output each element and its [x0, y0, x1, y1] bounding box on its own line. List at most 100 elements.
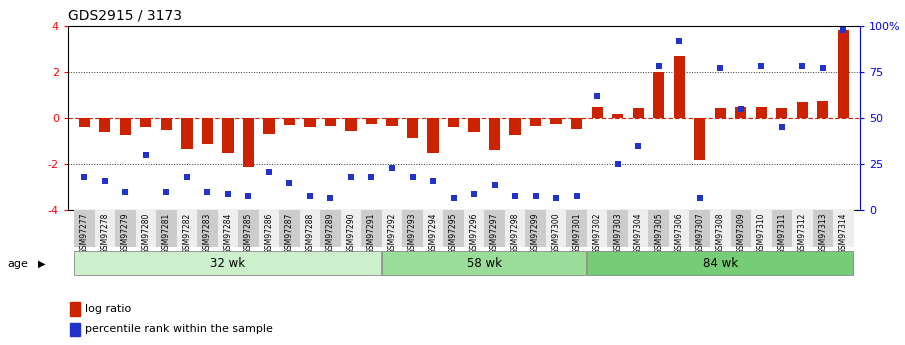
- Point: [836, 27, 851, 32]
- Bar: [361, 210, 382, 247]
- Bar: [366, 118, 377, 124]
- Bar: [505, 210, 526, 247]
- Bar: [649, 210, 669, 247]
- FancyBboxPatch shape: [74, 251, 381, 275]
- Point: [692, 195, 707, 200]
- Text: GSM97283: GSM97283: [203, 212, 212, 254]
- Point: [569, 193, 584, 198]
- Text: GSM97305: GSM97305: [654, 212, 663, 254]
- Bar: [320, 210, 340, 247]
- Text: 58 wk: 58 wk: [467, 257, 502, 269]
- Text: GSM97298: GSM97298: [510, 212, 519, 254]
- Point: [200, 189, 214, 195]
- Text: GSM97278: GSM97278: [100, 212, 110, 254]
- Bar: [817, 101, 828, 118]
- Bar: [526, 210, 546, 247]
- Point: [508, 193, 522, 198]
- Bar: [484, 210, 505, 247]
- Bar: [730, 210, 751, 247]
- Text: GSM97295: GSM97295: [449, 212, 458, 254]
- Point: [364, 175, 378, 180]
- Bar: [423, 210, 443, 247]
- Bar: [628, 210, 649, 247]
- Bar: [340, 210, 361, 247]
- Text: log ratio: log ratio: [85, 304, 131, 314]
- Bar: [346, 118, 357, 131]
- Text: GSM97313: GSM97313: [818, 212, 827, 254]
- Text: GDS2915 / 3173: GDS2915 / 3173: [68, 9, 182, 23]
- Bar: [735, 107, 747, 118]
- Point: [631, 143, 645, 149]
- Point: [282, 180, 297, 186]
- Point: [611, 161, 625, 167]
- Bar: [284, 118, 295, 125]
- Text: GSM97292: GSM97292: [387, 212, 396, 254]
- FancyBboxPatch shape: [382, 251, 586, 275]
- Bar: [74, 210, 94, 247]
- Bar: [669, 210, 690, 247]
- Point: [344, 175, 358, 180]
- Point: [385, 165, 399, 171]
- Bar: [217, 210, 238, 247]
- Bar: [202, 118, 213, 144]
- Bar: [243, 118, 254, 167]
- Point: [425, 178, 440, 184]
- Text: GSM97302: GSM97302: [593, 212, 602, 254]
- Text: GSM97303: GSM97303: [614, 212, 622, 254]
- Text: GSM97309: GSM97309: [737, 212, 745, 254]
- Text: GSM97289: GSM97289: [326, 212, 335, 254]
- Text: GSM97299: GSM97299: [531, 212, 540, 254]
- Point: [734, 106, 748, 112]
- Bar: [448, 118, 459, 127]
- Bar: [71, 302, 80, 316]
- Bar: [161, 118, 172, 130]
- Bar: [756, 107, 767, 118]
- Bar: [546, 210, 567, 247]
- Text: GSM97282: GSM97282: [183, 212, 191, 254]
- Bar: [813, 210, 834, 247]
- Text: age: age: [7, 259, 28, 269]
- Text: GSM97300: GSM97300: [552, 212, 560, 254]
- Point: [549, 195, 564, 200]
- Bar: [382, 210, 402, 247]
- Text: GSM97281: GSM97281: [162, 212, 171, 254]
- Point: [118, 189, 132, 195]
- Point: [529, 193, 543, 198]
- Text: GSM97285: GSM97285: [244, 212, 252, 254]
- Bar: [386, 118, 397, 126]
- Bar: [772, 210, 792, 247]
- Text: GSM97314: GSM97314: [839, 212, 848, 254]
- Point: [262, 169, 276, 175]
- Point: [775, 125, 789, 130]
- Text: GSM97306: GSM97306: [675, 212, 683, 254]
- Text: GSM97290: GSM97290: [347, 212, 356, 254]
- Point: [590, 93, 605, 99]
- Bar: [94, 210, 115, 247]
- Text: ▶: ▶: [38, 259, 45, 269]
- FancyBboxPatch shape: [587, 251, 853, 275]
- Bar: [71, 323, 80, 336]
- Bar: [119, 118, 131, 136]
- Text: 32 wk: 32 wk: [210, 257, 245, 269]
- Point: [221, 191, 235, 197]
- Text: GSM97307: GSM97307: [695, 212, 704, 254]
- Bar: [715, 108, 726, 118]
- Bar: [607, 210, 628, 247]
- Point: [672, 38, 687, 43]
- Bar: [530, 118, 541, 126]
- Point: [754, 64, 768, 69]
- Text: GSM97310: GSM97310: [757, 212, 766, 254]
- Bar: [834, 210, 853, 247]
- Bar: [176, 210, 197, 247]
- Text: GSM97287: GSM97287: [285, 212, 294, 254]
- Point: [77, 175, 91, 180]
- Bar: [510, 118, 520, 136]
- Bar: [838, 30, 849, 118]
- Bar: [776, 108, 787, 118]
- Bar: [223, 118, 233, 153]
- Text: GSM97279: GSM97279: [120, 212, 129, 254]
- Point: [815, 66, 830, 71]
- Bar: [567, 210, 587, 247]
- Bar: [694, 118, 705, 160]
- Bar: [279, 210, 300, 247]
